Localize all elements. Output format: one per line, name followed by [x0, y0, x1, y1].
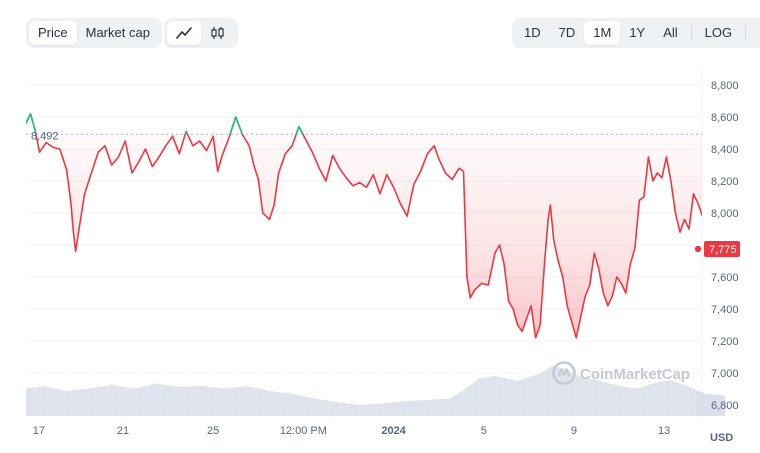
- currency-label: USD: [710, 432, 733, 444]
- below-open-fill: [26, 134, 702, 338]
- range-tab-group: 1D 7D 1M 1Y All LOG: [512, 18, 760, 48]
- y-tick-label: 8,800: [711, 80, 739, 92]
- tab-market-cap[interactable]: Market cap: [85, 25, 150, 40]
- y-tick-label: 8,000: [711, 208, 739, 220]
- candlestick-icon[interactable]: [201, 21, 235, 45]
- x-tick-label: 21: [117, 425, 129, 437]
- price-line-down: [26, 113, 702, 339]
- chart-type-group: [164, 18, 238, 48]
- coinmarketcap-logo-icon: [552, 361, 576, 385]
- metric-tab-group: Price Market cap: [26, 18, 162, 48]
- tab-range-1y[interactable]: 1Y: [629, 25, 646, 40]
- y-tick-label: 7,400: [711, 304, 739, 316]
- x-tick-label: 25: [207, 425, 219, 437]
- y-tick-label: 7,000: [711, 368, 739, 380]
- x-tick-label: 12:00 PM: [280, 425, 327, 437]
- tab-price[interactable]: Price: [29, 21, 77, 45]
- current-price-tag-background: [704, 241, 740, 257]
- tab-range-1m[interactable]: 1M: [584, 21, 621, 45]
- open-price-label: 8,492: [31, 130, 59, 142]
- current-price-dot: [693, 244, 703, 254]
- toolbar-divider: [745, 25, 747, 41]
- tab-range-all[interactable]: All: [663, 25, 678, 40]
- line-chart-icon[interactable]: [167, 21, 201, 45]
- y-tick-label: 8,200: [711, 176, 739, 188]
- y-tick-label: 8,600: [711, 112, 739, 124]
- tab-range-7d[interactable]: 7D: [558, 25, 576, 40]
- coinmarketcap-watermark: CoinMarketCap: [552, 361, 690, 385]
- x-tick-label: 2024: [381, 425, 406, 437]
- y-tick-label: 6,800: [711, 400, 739, 412]
- volume-area: [26, 366, 726, 416]
- watermark-text: CoinMarketCap: [580, 366, 690, 383]
- log-scale-button[interactable]: LOG: [704, 25, 733, 40]
- x-tick-label: 5: [481, 425, 487, 437]
- y-tick-label: 7,600: [711, 272, 739, 284]
- current-price-label: 7,775: [709, 244, 737, 256]
- x-tick-label: 17: [33, 425, 45, 437]
- y-tick-label: 8,400: [711, 144, 739, 156]
- current-price-tag: 7,775: [704, 241, 740, 257]
- y-tick-label: 7,200: [711, 336, 739, 348]
- x-tick-label: 13: [658, 425, 670, 437]
- toolbar-divider: [690, 25, 692, 41]
- x-tick-label: 9: [571, 425, 577, 437]
- tab-range-1d[interactable]: 1D: [524, 25, 541, 40]
